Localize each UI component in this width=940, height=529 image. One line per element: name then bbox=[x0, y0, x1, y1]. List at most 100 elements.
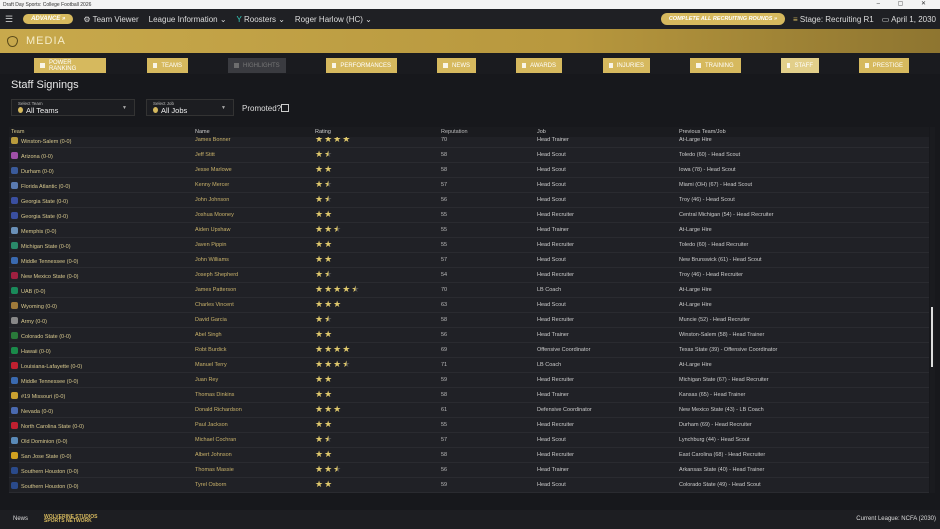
window-controls[interactable]: – ▢ ✕ bbox=[876, 1, 934, 7]
table-row[interactable]: San Jose State (0-0) Albert Johnson ★★ 58 He… bbox=[9, 448, 929, 463]
table-header: Team Name Rating Reputation Job Previous… bbox=[9, 127, 929, 137]
grid-icon bbox=[332, 63, 337, 68]
table-row[interactable]: Middle Tennessee (0-0) Juan Rey ★★ 59 Head R… bbox=[9, 373, 929, 388]
table-row[interactable]: Florida Atlantic (0-0) Kenny Mercer ★★ 57 He… bbox=[9, 178, 929, 193]
team-select[interactable]: Select Team All Teams ▼ bbox=[11, 99, 135, 116]
advance-button[interactable]: ADVANCE » bbox=[23, 14, 74, 24]
team-viewer-link[interactable]: ⚙ Team Viewer bbox=[83, 14, 139, 24]
rosters-menu[interactable]: Y Roosters ⌄ bbox=[237, 15, 285, 24]
scrollbar-thumb[interactable] bbox=[931, 307, 933, 367]
column-rating[interactable]: Rating bbox=[315, 129, 331, 135]
team-cell: Hawaii (0-0) bbox=[11, 347, 51, 355]
star-icon: ★ bbox=[324, 329, 334, 339]
table-row[interactable]: Middle Tennessee (0-0) John Williams ★★ 57 H… bbox=[9, 253, 929, 268]
subnav-training[interactable]: TRAINING bbox=[690, 58, 741, 73]
rating-stars: ★★ bbox=[315, 374, 333, 385]
subnav-teams[interactable]: TEAMS bbox=[147, 58, 188, 73]
subnav-label: AWARDS bbox=[530, 62, 556, 69]
subnav-label: NEWS bbox=[452, 62, 470, 69]
job: Head Recruiter bbox=[537, 452, 574, 458]
team-cell: Arizona (0-0) bbox=[11, 152, 53, 160]
subnav-injuries[interactable]: INJURIES bbox=[603, 58, 650, 73]
table-row[interactable]: Georgia State (0-0) John Johnson ★★ 56 Head … bbox=[9, 193, 929, 208]
previous-team-job: Muncie (52) - Head Recruiter bbox=[679, 317, 750, 323]
rosters-label: Roosters ⌄ bbox=[243, 14, 285, 24]
table-row[interactable]: Hawaii (0-0) Robt Burdick ★★★★ 69 Offensive … bbox=[9, 343, 929, 358]
team-cell: New Mexico State (0-0) bbox=[11, 272, 78, 280]
subnav-label: STAFF bbox=[794, 62, 813, 69]
subnav-news[interactable]: NEWS bbox=[437, 58, 476, 73]
coach-menu[interactable]: Roger Harlow (HC) ⌄ bbox=[294, 14, 372, 24]
star-icon: ★ bbox=[324, 389, 334, 399]
table-row[interactable]: Durham (0-0) Jesse Marlowe ★★ 58 Head Scout I… bbox=[9, 163, 929, 178]
star-icon: ★ bbox=[324, 404, 334, 414]
staff-name: James Patterson bbox=[195, 287, 237, 293]
previous-team-job: At-Large Hire bbox=[679, 302, 712, 308]
footer-news-link[interactable]: News bbox=[13, 516, 29, 522]
reputation: 55 bbox=[441, 212, 448, 218]
table-row[interactable]: Michigan State (0-0) Javen Pippin ★★ 55 Head… bbox=[9, 238, 929, 253]
team-logo-icon bbox=[11, 182, 18, 189]
subnav-awards[interactable]: AWARDS bbox=[516, 58, 562, 73]
star-icon: ★ bbox=[324, 344, 334, 354]
grid-icon bbox=[153, 63, 158, 68]
staff-signings-table: Team Name Rating Reputation Job Previous… bbox=[9, 127, 929, 493]
table-row[interactable]: Southern Houston (0-0) Thomas Massie ★★★ 56… bbox=[9, 463, 929, 478]
subnav-prestige[interactable]: PRESTIGE bbox=[859, 58, 909, 73]
job: Head Trainer bbox=[537, 332, 569, 338]
table-row[interactable]: Old Dominion (0-0) Michael Cochran ★★ 57 Hea… bbox=[9, 433, 929, 448]
table-row[interactable]: Nevada (0-0) Donald Richardson ★★★ 61 Defens… bbox=[9, 403, 929, 418]
job-select[interactable]: Select Job All Jobs ▼ bbox=[146, 99, 234, 116]
previous-team-job: Toledo (60) - Head Recruiter bbox=[679, 242, 749, 248]
complete-recruiting-button[interactable]: COMPLETE ALL RECRUITING ROUNDS » bbox=[660, 13, 785, 25]
rating-stars: ★★ bbox=[315, 479, 333, 490]
reputation: 58 bbox=[441, 392, 448, 398]
job: Head Scout bbox=[537, 182, 566, 188]
menu-icon[interactable]: ☰ bbox=[5, 13, 14, 24]
table-row[interactable]: Arizona (0-0) Jeff Stitt ★★ 58 Head Scout Tol… bbox=[9, 148, 929, 163]
league-info-menu[interactable]: League Information ⌄ bbox=[148, 14, 227, 24]
table-scrollbar[interactable] bbox=[930, 127, 935, 493]
staff-name: John Williams bbox=[195, 257, 229, 263]
star-icon: ★ bbox=[315, 389, 325, 399]
table-row[interactable]: #19 Missouri (0-0) Thomas Dinkins ★★ 58 Head… bbox=[9, 388, 929, 403]
team-name: Durham (0-0) bbox=[21, 169, 54, 175]
table-row[interactable]: UAB (0-0) James Patterson ★★★★★ 70 LB Coach A… bbox=[9, 283, 929, 298]
table-row[interactable]: Southern Houston (0-0) Tyrel Osborn ★★ 59 He… bbox=[9, 478, 929, 493]
team-logo-icon bbox=[11, 272, 18, 279]
column-reputation[interactable]: Reputation bbox=[441, 129, 468, 135]
staff-name: David Garcia bbox=[195, 317, 227, 323]
reputation: 57 bbox=[441, 437, 448, 443]
half-star-icon: ★ bbox=[324, 269, 334, 279]
subnav-label: TRAINING bbox=[705, 62, 734, 69]
job: Head Recruiter bbox=[537, 422, 574, 428]
previous-team-job: At-Large Hire bbox=[679, 227, 712, 233]
subnav-performances[interactable]: PERFORMANCES bbox=[326, 58, 397, 73]
column-name[interactable]: Name bbox=[195, 129, 210, 135]
job: Head Scout bbox=[537, 482, 566, 488]
team-logo-icon bbox=[11, 227, 18, 234]
table-row[interactable]: Army (0-0) David Garcia ★★ 58 Head Recruiter… bbox=[9, 313, 929, 328]
subnav-highlights[interactable]: HIGHLIGHTS bbox=[228, 58, 286, 73]
column-previous[interactable]: Previous Team/Job bbox=[679, 129, 726, 135]
reputation: 59 bbox=[441, 377, 448, 383]
table-row[interactable]: Wyoming (0-0) Charles Vincent ★★★ 63 Head Sc… bbox=[9, 298, 929, 313]
table-row[interactable]: North Carolina State (0-0) Paul Jackson ★★… bbox=[9, 418, 929, 433]
table-row[interactable]: New Mexico State (0-0) Joseph Shepherd ★★ 5… bbox=[9, 268, 929, 283]
promoted-checkbox[interactable] bbox=[281, 104, 289, 112]
subnav-staff[interactable]: STAFF bbox=[781, 58, 819, 73]
table-row[interactable]: Louisiana-Lafayette (0-0) Manuel Terry ★★★… bbox=[9, 358, 929, 373]
column-team[interactable]: Team bbox=[11, 129, 25, 135]
column-job[interactable]: Job bbox=[537, 129, 546, 135]
team-logo-icon bbox=[11, 242, 18, 249]
job-select-value: All Jobs bbox=[153, 106, 187, 115]
team-name: Florida Atlantic (0-0) bbox=[21, 184, 71, 190]
star-icon: ★ bbox=[324, 134, 334, 144]
subnav-power-ranking[interactable]: POWER RANKING bbox=[34, 58, 106, 73]
team-cell: Army (0-0) bbox=[11, 317, 47, 325]
table-row[interactable]: Colorado State (0-0) Abel Singh ★★ 56 Head T… bbox=[9, 328, 929, 343]
previous-team-job: Troy (46) - Head Recruiter bbox=[679, 272, 743, 278]
table-row[interactable]: Georgia State (0-0) Joshua Mooney ★★ 55 Head… bbox=[9, 208, 929, 223]
table-row[interactable]: Memphis (0-0) Aiden Upshaw ★★★ 55 Head Train… bbox=[9, 223, 929, 238]
reputation: 58 bbox=[441, 152, 448, 158]
